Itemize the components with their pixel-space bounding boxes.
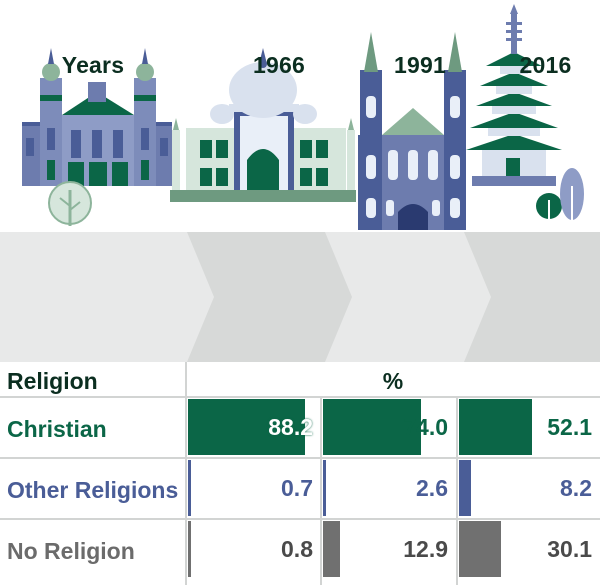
bar-other-religions-1991 [323,460,327,516]
column-divider [456,396,458,585]
value-label-christian-1991: 74.0 [403,413,448,440]
cell-no-religion-2016: 30.1 [459,521,600,577]
years-label: Years [61,51,125,78]
value-label-other-religions-1991: 2.6 [416,474,448,501]
cell-no-religion-1966: 0.8 [188,521,321,577]
religion-header: Religion [7,368,98,394]
value-label-no-religion-1991: 12.9 [403,535,448,562]
value-label-christian-2016: 52.1 [547,413,592,440]
bar-no-religion-2016 [459,521,502,577]
cathedral-icon [358,32,466,230]
years-header-band [0,232,600,362]
row-divider [0,457,600,459]
cell-christian-1991: 74.0 [323,399,456,455]
tree-icon [48,181,92,226]
column-divider [185,362,187,585]
year-1966: 1966 [253,51,305,78]
bar-other-religions-1966 [188,460,191,516]
bar-christian-2016 [459,399,533,455]
cell-other-religions-1966: 0.7 [188,460,321,516]
column-divider [320,396,322,585]
cell-christian-2016: 52.1 [459,399,600,455]
percent-header: % [382,368,404,394]
value-label-no-religion-2016: 30.1 [547,535,592,562]
value-label-other-religions-2016: 8.2 [560,474,592,501]
row-label-christian: Christian [7,416,107,442]
bar-christian-1991 [323,399,422,455]
bar-no-religion-1991 [323,521,341,577]
value-label-other-religions-1966: 0.7 [281,474,313,501]
cell-no-religion-1991: 12.9 [323,521,456,577]
tree-icon [536,168,584,228]
church-icon [22,48,172,186]
bar-other-religions-2016 [459,460,471,516]
religious-buildings-illustration [22,4,584,230]
cell-christian-1966: 88.2 [188,399,321,455]
row-label-other-religions: Other Religions [7,477,179,503]
pagoda-icon [466,4,562,186]
value-label-no-religion-1966: 0.8 [281,535,313,562]
cell-other-religions-2016: 8.2 [459,460,600,516]
year-2016: 2016 [519,51,572,78]
bar-no-religion-1966 [188,521,191,577]
row-divider [0,396,600,398]
bar-christian-1966 [188,399,306,455]
religion-table: Religion % Christian Other Religions No … [0,362,600,585]
mosque-icon [170,48,356,202]
row-divider [0,518,600,520]
row-label-no-religion: No Religion [7,538,135,564]
year-1991: 1991 [394,51,446,78]
value-label-christian-1966: 88.2 [268,413,313,440]
cell-other-religions-1991: 2.6 [323,460,456,516]
